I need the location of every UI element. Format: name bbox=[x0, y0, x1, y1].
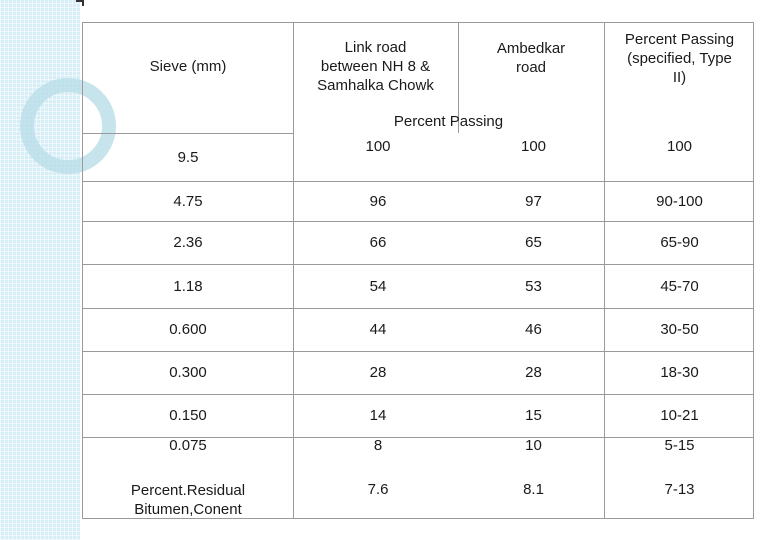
cell-link-road: 28 bbox=[369, 364, 387, 381]
cell-sieve: 0.150 bbox=[169, 407, 207, 424]
cell-specified: 18-30 bbox=[660, 364, 699, 381]
row-divider bbox=[83, 437, 753, 438]
cell-ambedkar: 8.1 bbox=[523, 480, 544, 498]
cell-specified: 10-21 bbox=[660, 407, 699, 424]
cell-ambedkar: 97 bbox=[525, 192, 542, 210]
cell-specified: 7-13 bbox=[664, 480, 695, 498]
gradation-table: Sieve (mm) Link road between NH 8 & Samh… bbox=[82, 22, 754, 519]
cell-ambedkar: 46 bbox=[525, 321, 542, 338]
col-divider bbox=[604, 23, 605, 518]
header-specified: Percent Passing (specified, Type II) bbox=[624, 30, 735, 86]
cell-ambedkar: 53 bbox=[525, 277, 542, 295]
corner-mark bbox=[76, 0, 84, 6]
row-divider bbox=[83, 181, 753, 182]
row-divider bbox=[83, 221, 753, 222]
row-divider bbox=[83, 394, 753, 395]
cell-specified: 90-100 bbox=[656, 192, 703, 210]
cell-specified: 30-50 bbox=[660, 321, 699, 338]
col-divider-header bbox=[458, 23, 459, 133]
cell-link-road: 96 bbox=[369, 192, 387, 210]
row-divider bbox=[83, 133, 293, 134]
cell-ambedkar: 65 bbox=[525, 234, 542, 251]
row-divider bbox=[83, 264, 753, 265]
cell-specified: 100 bbox=[666, 138, 693, 155]
cell-specified: 5-15 bbox=[664, 436, 695, 454]
cell-link-road: 14 bbox=[369, 407, 387, 424]
header-link-road: Link road between NH 8 & Samhalka Chowk bbox=[317, 38, 434, 94]
cell-sieve: 4.75 bbox=[173, 192, 203, 210]
cell-ambedkar: 100 bbox=[520, 138, 547, 155]
cell-sieve: 0.300 bbox=[169, 364, 207, 381]
cell-link-road: 7.6 bbox=[367, 480, 389, 498]
cell-ambedkar: 10 bbox=[525, 436, 542, 454]
cell-link-road: 100 bbox=[365, 138, 391, 155]
cell-ambedkar: 28 bbox=[525, 364, 542, 381]
cell-link-road: 8 bbox=[373, 436, 383, 454]
cell-sieve: 0.075 bbox=[169, 436, 207, 454]
cell-sieve: 2.36 bbox=[173, 234, 203, 251]
col-divider bbox=[293, 23, 294, 518]
cell-sieve: Percent.Residual Bitumen,Conent bbox=[130, 481, 246, 518]
cell-link-road: 44 bbox=[369, 321, 387, 338]
subheader-percent-passing: Percent Passing bbox=[393, 112, 504, 130]
cell-sieve: 1.18 bbox=[173, 277, 203, 295]
header-sieve: Sieve (mm) bbox=[149, 57, 227, 75]
row-divider bbox=[83, 351, 753, 352]
cell-link-road: 66 bbox=[369, 234, 387, 251]
cell-sieve: 0.600 bbox=[169, 321, 207, 338]
cell-ambedkar: 15 bbox=[525, 407, 542, 424]
row-divider bbox=[83, 308, 753, 309]
cell-specified: 65-90 bbox=[660, 234, 699, 251]
cell-link-road: 54 bbox=[369, 277, 387, 295]
cell-specified: 45-70 bbox=[660, 277, 699, 295]
header-ambedkar-road: Ambedkar road bbox=[496, 40, 566, 76]
cell-sieve: 9.5 bbox=[177, 149, 199, 166]
